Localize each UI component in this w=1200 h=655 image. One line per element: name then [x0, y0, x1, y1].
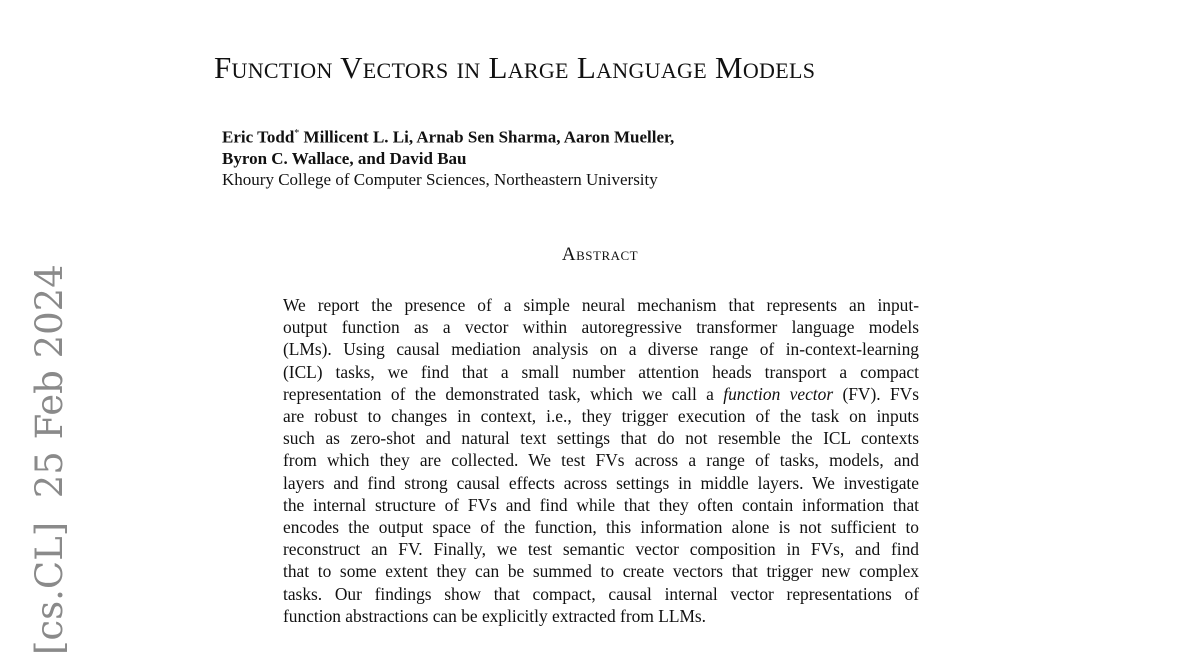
abstract-line: such as zero-shot and natural text setti… — [283, 428, 919, 449]
arxiv-sidebar-stamp: [cs.CL] 25 Feb 2024 — [28, 264, 71, 655]
abstract-line: (LMs). Using causal mediation analysis o… — [283, 339, 919, 360]
abstract-line: We report the presence of a simple neura… — [283, 295, 919, 315]
paper-title: Function Vectors in Large Language Model… — [214, 50, 816, 85]
authors-line-2: Byron C. Wallace, and David Bau — [222, 148, 674, 169]
abstract-line: output function as a vector within autor… — [283, 317, 919, 338]
abstract-line: are robust to changes in context, i.e., … — [283, 406, 919, 427]
abstract-line-part: representation of the demonstrated task,… — [283, 383, 724, 404]
author-first: Eric Todd — [222, 127, 295, 147]
affiliation: Khoury College of Computer Sciences, Nor… — [222, 169, 658, 189]
authors-line-2-text: Byron C. Wallace, and David Bau — [222, 148, 467, 168]
abstract-line: layers and find strong causal effects ac… — [283, 472, 919, 493]
abstract-body: We report the presence of a simple neura… — [283, 294, 919, 627]
footnote-mark[interactable]: * — [294, 128, 300, 139]
abstract-line: encodes the output space of the function… — [283, 517, 919, 538]
abstract-line-part: (FV). FVs — [833, 383, 920, 404]
authors-line-1: Eric Todd* Millicent L. Li, Arnab Sen Sh… — [222, 123, 674, 148]
abstract-line: function abstractions can be explicitly … — [283, 605, 707, 626]
abstract-line: reconstruct an FV. Finally, we test sema… — [283, 539, 919, 560]
abstract-line: that to some extent they can be summed t… — [283, 561, 919, 582]
abstract-line: tasks. Our findings show that compact, c… — [283, 583, 919, 604]
abstract-line: (ICL) tasks, we find that a small number… — [283, 361, 919, 382]
author-block: Eric Todd* Millicent L. Li, Arnab Sen Sh… — [222, 123, 674, 190]
abstract-line: the internal structure of FVs and find w… — [283, 494, 919, 515]
authors-rest: Millicent L. Li, Arnab Sen Sharma, Aaron… — [299, 127, 675, 147]
abstract-line: representation of the demonstrated task,… — [283, 383, 919, 405]
abstract-heading: Abstract — [561, 244, 639, 265]
abstract-line: from which they are collected. We test F… — [283, 450, 919, 471]
abstract-italic-term: function vector — [723, 383, 834, 404]
